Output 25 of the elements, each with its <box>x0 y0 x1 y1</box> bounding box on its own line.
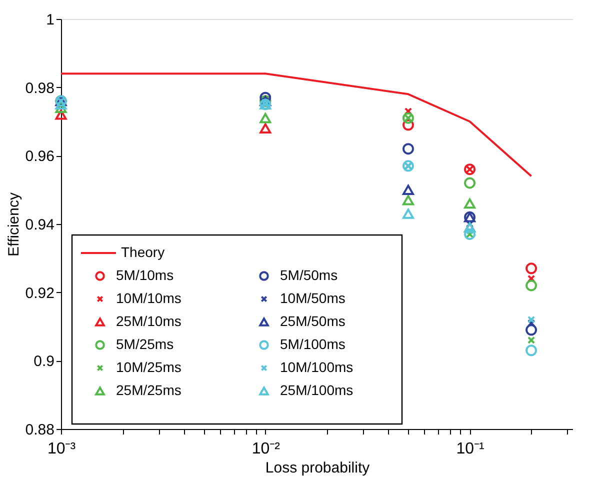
y-axis-title: Efficiency <box>5 192 22 256</box>
legend-label: 25M/10ms <box>116 313 182 329</box>
x-axis-title: Loss probability <box>265 460 370 476</box>
legend-label: Theory <box>121 244 165 260</box>
legend-label: 5M/25ms <box>116 336 174 352</box>
legend-label: 10M/50ms <box>280 290 346 306</box>
legend-label: 25M/100ms <box>280 382 354 398</box>
y-tick-label: 0.88 <box>25 422 54 438</box>
x-tick-label: 10⁻¹ <box>456 440 484 458</box>
y-tick-label: 0.98 <box>25 80 54 97</box>
legend-label: 5M/10ms <box>116 267 174 283</box>
legend-label: 10M/25ms <box>116 359 182 375</box>
legend-label: 5M/50ms <box>280 267 338 283</box>
x-tick-label: 10⁻³ <box>47 440 76 458</box>
y-tick-label: 0.9 <box>34 353 54 370</box>
y-tick-label: 0.92 <box>25 284 54 302</box>
y-tick-label: 1 <box>46 12 54 28</box>
legend-label: 25M/25ms <box>116 382 182 398</box>
legend-label: 5M/100ms <box>280 336 346 352</box>
y-tick-label: 0.94 <box>25 216 54 234</box>
legend-label: 10M/10ms <box>116 290 182 306</box>
y-tick-label: 0.96 <box>25 148 54 166</box>
x-tick-label: 10⁻² <box>252 440 281 458</box>
legend-label: 25M/50ms <box>280 313 346 329</box>
legend-label: 10M/100ms <box>280 359 354 375</box>
